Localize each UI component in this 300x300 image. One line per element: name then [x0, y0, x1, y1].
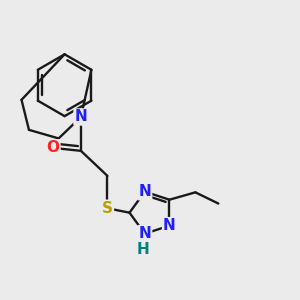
- Text: O: O: [46, 140, 59, 155]
- Text: N: N: [75, 110, 87, 124]
- Text: N: N: [163, 218, 176, 233]
- Text: N: N: [138, 226, 151, 241]
- Text: N: N: [138, 184, 151, 199]
- Text: H: H: [137, 242, 150, 257]
- Text: S: S: [102, 201, 113, 216]
